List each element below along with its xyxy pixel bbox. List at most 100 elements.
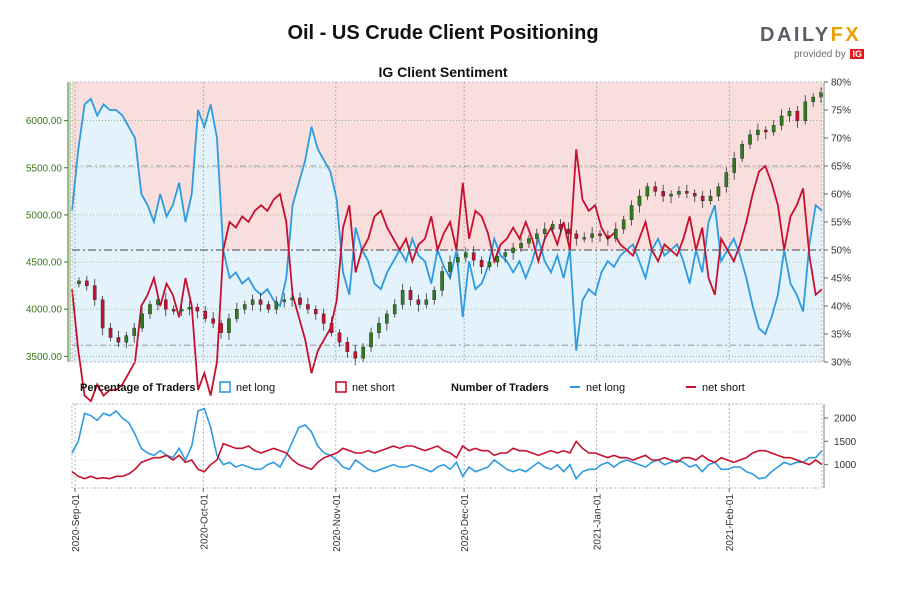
candle-body xyxy=(385,313,389,324)
date-tick-label: 2020-Nov-01 xyxy=(332,494,343,552)
candle-body xyxy=(503,252,508,257)
candle-body xyxy=(487,261,492,267)
candle-body xyxy=(377,323,381,333)
candle-body xyxy=(606,235,610,239)
legend-pct-long-label: net long xyxy=(236,382,275,394)
candle-body xyxy=(692,193,697,197)
candle-body xyxy=(282,299,287,302)
candle-body xyxy=(329,323,334,333)
candle-body xyxy=(345,342,350,352)
candle-body xyxy=(558,224,563,230)
candle-body xyxy=(108,327,113,338)
candle-body xyxy=(519,243,523,249)
traders-tick-label: 2000 xyxy=(834,414,857,425)
candle-body xyxy=(645,186,650,197)
candle-body xyxy=(463,252,468,258)
percentage-tick-label: 35% xyxy=(831,330,851,341)
logo-provided-by-text: provided by xyxy=(794,49,846,60)
percentage-tick-label: 40% xyxy=(831,302,851,313)
legend-pct-long-swatch xyxy=(219,381,231,393)
candle-body xyxy=(811,96,815,102)
candle-body xyxy=(613,228,618,239)
candle-body xyxy=(242,304,247,310)
candle-body xyxy=(495,256,500,263)
candle-body xyxy=(803,101,808,121)
candle-body xyxy=(156,299,160,305)
candle-body xyxy=(471,252,476,261)
candle-body xyxy=(621,219,626,230)
candle-body xyxy=(700,195,705,201)
percentage-tick-label: 50% xyxy=(831,246,851,257)
candle-body xyxy=(140,313,144,329)
candle-body xyxy=(100,299,105,329)
candle-body xyxy=(566,228,571,234)
candle-body xyxy=(669,193,673,197)
net-short-percentage-line xyxy=(71,149,823,403)
candle-body xyxy=(313,309,318,315)
candle-body xyxy=(337,332,342,343)
date-tick-label: 2020-Sep-01 xyxy=(71,494,82,552)
candle-body xyxy=(227,318,231,333)
candle-body xyxy=(456,257,460,263)
candle-body xyxy=(819,92,823,98)
legend: Percentage of Traders net long net short Nu… xyxy=(80,381,745,394)
traders-tick-label: 1500 xyxy=(834,437,857,448)
percentage-tick-label: 65% xyxy=(831,162,851,173)
candle-body xyxy=(124,335,129,343)
candle-body xyxy=(361,346,365,359)
candle-body xyxy=(787,111,792,117)
candle-body xyxy=(179,309,184,312)
candle-body xyxy=(195,307,200,312)
candle-body xyxy=(203,310,208,319)
logo-wordmark: DAILYFX xyxy=(760,24,870,47)
candle-body xyxy=(274,301,279,310)
candle-body xyxy=(116,337,121,343)
percentage-tick-label: 45% xyxy=(831,274,851,285)
candle-body xyxy=(677,191,681,195)
candle-body xyxy=(448,261,452,272)
percentage-tick-label: 30% xyxy=(831,358,851,369)
price-tick-label: 3500.00 xyxy=(26,352,63,363)
candle-body xyxy=(132,327,137,336)
candle-body xyxy=(716,186,721,197)
candle-body xyxy=(748,134,752,145)
legend-num-long-label: net long xyxy=(586,382,625,394)
chart-title: Oil - US Crude Client Positioning xyxy=(287,22,599,44)
percentage-tick-label: 75% xyxy=(831,106,851,117)
candle-body xyxy=(629,205,634,220)
date-tick-label: 2020-Oct-01 xyxy=(199,494,210,550)
legend-pct-short-swatch xyxy=(335,381,347,393)
legend-num-short-label: net short xyxy=(702,382,745,394)
candle-body xyxy=(250,299,255,305)
grid-lines xyxy=(72,82,822,489)
candle-body xyxy=(290,297,294,300)
legend-percentage-heading: Percentage of Traders xyxy=(80,382,196,394)
candle-body xyxy=(148,304,152,315)
candle-body xyxy=(756,129,760,135)
candle-body xyxy=(653,186,658,192)
price-candles xyxy=(77,87,823,366)
candle-body xyxy=(535,233,539,239)
candle-body xyxy=(92,285,97,300)
logo-daily-text: DAILY xyxy=(760,24,831,46)
candle-body xyxy=(266,304,271,310)
traders-tick-label: 1000 xyxy=(834,460,857,471)
bottom-panel-frame xyxy=(71,403,823,489)
candle-body xyxy=(369,332,373,348)
candle-body xyxy=(258,299,263,305)
candle-body xyxy=(724,172,729,187)
net-long-area-fill xyxy=(72,98,822,250)
candle-body xyxy=(163,299,168,310)
candle-body xyxy=(732,158,737,173)
candle-body xyxy=(763,129,768,133)
candle-body xyxy=(408,290,413,300)
date-tick-label: 2020-Dec-01 xyxy=(460,494,471,552)
candle-body xyxy=(235,309,239,319)
price-tick-label: 5500.00 xyxy=(26,163,63,174)
candle-body xyxy=(527,238,531,244)
candle-body xyxy=(511,247,515,253)
candle-body xyxy=(574,233,579,239)
candle-body xyxy=(779,115,784,126)
candle-body xyxy=(740,144,744,159)
